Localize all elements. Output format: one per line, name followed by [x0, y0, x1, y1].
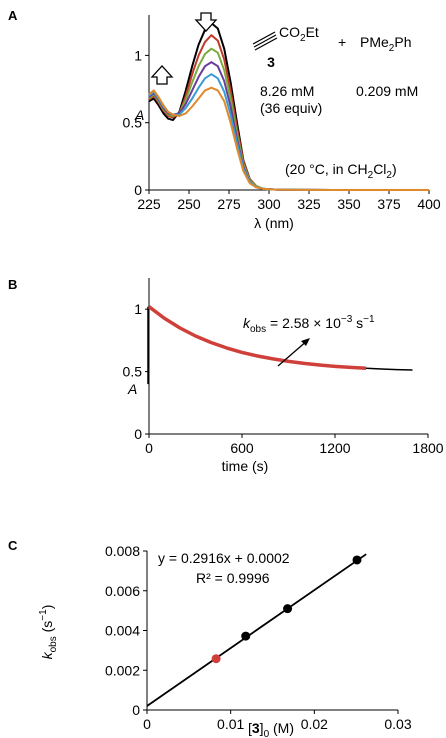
reagent-number: 3: [267, 54, 275, 70]
y-tick-label: 1: [134, 301, 142, 317]
y-tick-label: 0.5: [123, 364, 143, 380]
data-point: [353, 555, 362, 564]
panel-c-ylabel: kobs (s−1): [38, 605, 59, 660]
y-tick-label: 1: [134, 47, 142, 63]
reagent-equiv: (36 equiv): [260, 100, 322, 116]
x-tick-label: 375: [377, 196, 401, 212]
data-point: [283, 604, 292, 613]
panel-c-label: C: [8, 538, 18, 553]
plus-sign: +: [338, 34, 346, 50]
x-tick-label: 0.01: [217, 716, 244, 732]
y-tick-label: 0: [134, 182, 142, 198]
reagent-concentration: 8.26 mM: [260, 83, 314, 99]
panel-b-plot: 0 600 1200 1800 0 0.5 1: [123, 278, 444, 456]
data-point: [241, 632, 250, 641]
panel-c-xlabel: [3]0 (M): [248, 720, 294, 738]
y-tick-label: 0.002: [105, 662, 140, 678]
x-tick-label: 1200: [319, 440, 350, 456]
x-tick-label: 300: [257, 196, 281, 212]
panel-b-label: B: [8, 277, 17, 292]
y-tick-label: 0.004: [105, 623, 140, 639]
y-tick-label: 0.006: [105, 583, 140, 599]
panel-b-xlabel: time (s): [222, 458, 269, 474]
x-tick-label: 350: [337, 196, 361, 212]
x-tick-label: 325: [297, 196, 321, 212]
panel-a-ylabel: A: [134, 107, 144, 123]
alkyne-structure: [253, 32, 277, 50]
x-tick-label: 250: [177, 196, 201, 212]
y-tick-label: 0.008: [105, 543, 140, 559]
x-tick-label: 275: [217, 196, 241, 212]
panel-a-xlabel: λ (nm): [254, 215, 294, 231]
phosphine-formula: PMe2Ph: [360, 34, 411, 54]
x-tick-label: 0.03: [384, 716, 411, 732]
panel-b-ylabel: A: [127, 381, 137, 397]
y-tick-label: 0: [134, 426, 142, 442]
x-tick-label: 600: [230, 440, 254, 456]
x-tick-label: 400: [417, 196, 441, 212]
panel-a-label: A: [8, 8, 18, 23]
reagent-formula: CO2Et: [279, 24, 319, 44]
panel-b: B 0 600 1200 1800 0 0.5 1 A time (s) kobs = 2.…: [8, 277, 444, 474]
conditions-note: (20 °C, in CH2Cl2): [285, 161, 397, 181]
y-tick-label: 0: [132, 702, 140, 718]
panel-c: C 0 0.01 0.02 0.03 0 0.002 0.004 0.006 0.008 kob…: [8, 538, 412, 738]
up-arrow-icon: [152, 66, 172, 84]
x-tick-label: 225: [137, 196, 161, 212]
kobs-annotation: kobs = 2.58 × 10−3 s−1: [243, 314, 375, 335]
fit-r2: R² = 0.9996: [196, 570, 270, 586]
fit-equation: y = 0.2916x + 0.0002: [158, 550, 290, 566]
x-tick-label: 0.02: [301, 716, 328, 732]
data-point: [212, 654, 221, 663]
phosphine-concentration: 0.209 mM: [356, 83, 418, 99]
x-tick-label: 0: [143, 716, 151, 732]
x-tick-label: 0: [145, 440, 153, 456]
x-tick-label: 1800: [412, 440, 443, 456]
down-arrow-icon: [196, 13, 216, 31]
